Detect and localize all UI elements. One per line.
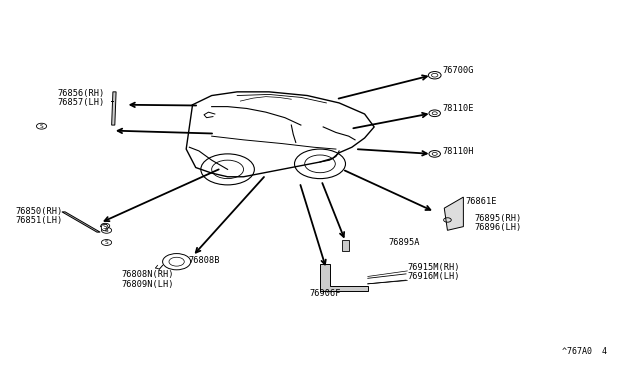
Text: S: S [105,240,108,245]
Text: S: S [40,124,44,129]
Text: 76906F: 76906F [309,289,340,298]
Text: 76856(RH): 76856(RH) [58,90,105,99]
Polygon shape [342,240,349,251]
Polygon shape [111,92,116,125]
Text: 76808B: 76808B [188,256,220,265]
Polygon shape [320,263,368,291]
Text: 76809N(LH): 76809N(LH) [121,280,173,289]
Text: S: S [105,228,108,233]
Text: ^767A0  4: ^767A0 4 [562,347,607,356]
Text: 78110E: 78110E [442,104,474,113]
Text: 76850(RH): 76850(RH) [15,207,63,216]
Text: 76915M(RH): 76915M(RH) [407,263,460,272]
Text: 76896(LH): 76896(LH) [474,223,522,232]
Polygon shape [444,197,463,230]
Text: S: S [102,224,107,230]
Text: 76895A: 76895A [388,238,420,247]
Text: 76916M(LH): 76916M(LH) [407,272,460,281]
Text: 76857(LH): 76857(LH) [58,97,105,107]
Text: 76861E: 76861E [465,196,497,206]
Text: 76895(RH): 76895(RH) [474,214,522,223]
Text: 76851(LH): 76851(LH) [15,216,63,225]
Text: 76700G: 76700G [442,66,474,75]
Polygon shape [62,212,100,232]
Text: 78110H: 78110H [442,147,474,156]
Text: 76808N(RH): 76808N(RH) [121,270,173,279]
